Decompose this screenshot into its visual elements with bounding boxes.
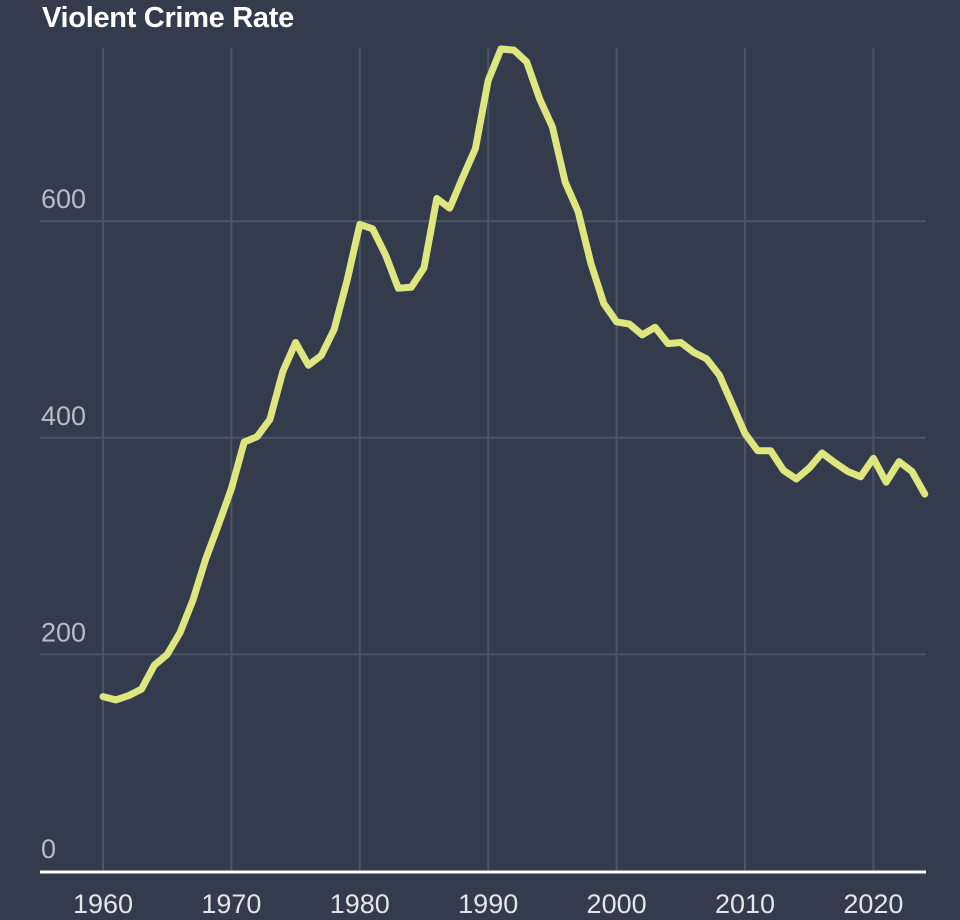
x-tick-label: 1970 [201, 889, 261, 919]
y-tick-label: 400 [41, 401, 86, 431]
x-tick-label: 1960 [73, 889, 133, 919]
vertical-gridlines [102, 48, 875, 871]
y-axis-labels: 0 200 400 600 [41, 184, 86, 864]
horizontal-gridlines [40, 220, 926, 656]
x-tick-label: 1980 [330, 889, 390, 919]
x-tick-label: 1990 [458, 889, 518, 919]
chart-title: Violent Crime Rate [42, 2, 294, 34]
y-tick-label: 200 [41, 617, 86, 647]
x-axis-labels: 1960 1970 1980 1990 2000 2010 2020 [73, 889, 903, 919]
y-tick-label: 600 [41, 184, 86, 214]
series-line-violent-crime-rate [99, 45, 929, 704]
x-tick-label: 2010 [715, 889, 775, 919]
x-tick-label: 2000 [587, 889, 647, 919]
y-tick-label: 0 [41, 834, 56, 864]
x-tick-label: 2020 [843, 889, 903, 919]
